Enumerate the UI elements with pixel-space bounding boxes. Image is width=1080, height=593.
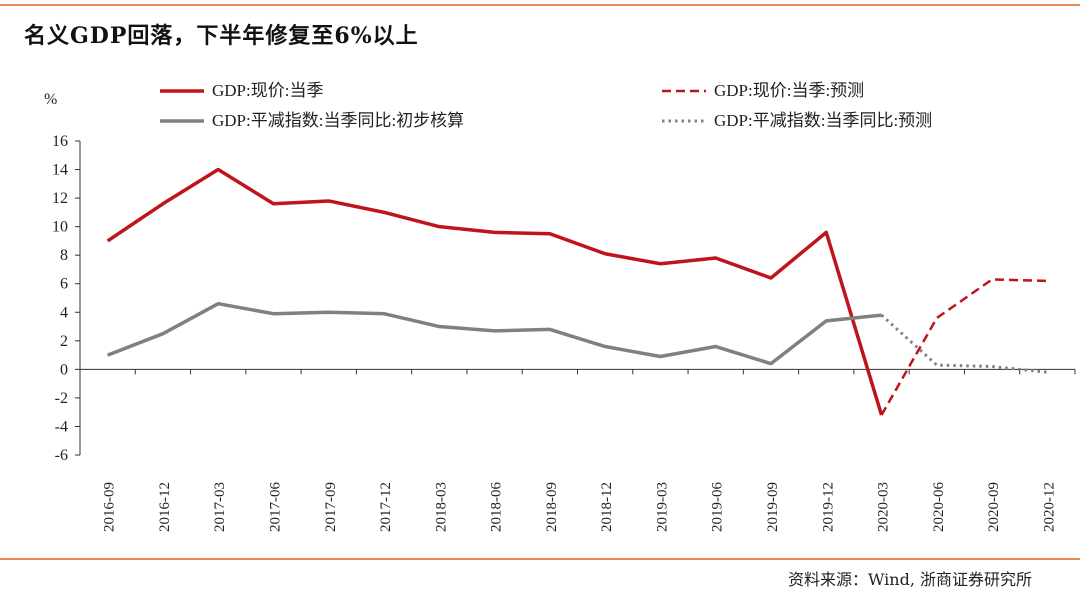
- y-tick-label: -2: [55, 390, 68, 407]
- series-line-3: [107, 301, 882, 366]
- y-tick-label: 6: [60, 276, 68, 293]
- legend-label-4: GDP:平减指数:当季同比:预测: [714, 111, 932, 130]
- series-group: [106, 167, 1048, 416]
- series-line-1: [106, 167, 884, 416]
- x-tick-label: 2018-03: [433, 482, 449, 532]
- x-tick-label: 2017-12: [378, 482, 394, 532]
- x-tick-label: 2018-09: [544, 482, 560, 532]
- x-tick-label: 2017-03: [212, 482, 228, 532]
- y-axis-unit-label: %: [44, 91, 57, 108]
- chart-title: 名义GDP回落，下半年修复至6%以上: [24, 23, 419, 49]
- x-tick-label: 2019-06: [710, 482, 726, 532]
- top-divider: [0, 4, 1080, 6]
- series-line-2: [880, 278, 1048, 416]
- x-tick-label: 2019-03: [654, 482, 670, 532]
- x-tick-label: 2020-03: [876, 482, 892, 532]
- y-tick-label: 14: [52, 162, 68, 179]
- y-tick-label: 10: [52, 219, 68, 236]
- x-tick-label: 2020-12: [1041, 482, 1057, 532]
- x-tick-label: 2019-09: [765, 482, 781, 532]
- x-tick-label: 2019-12: [820, 482, 836, 532]
- y-tick-label: 8: [60, 247, 68, 264]
- y-tick-label: -4: [55, 418, 68, 435]
- y-tick-label: 4: [60, 304, 68, 321]
- x-tick-label: 2020-09: [986, 482, 1002, 532]
- source-note: 资料来源：Wind, 浙商证券研究所: [787, 570, 1032, 589]
- x-tick-label: 2020-06: [931, 482, 947, 532]
- y-axis: % 16 14 12 10 8 6 4 2 0 -2 -4 -6: [44, 91, 81, 464]
- x-tick-label: 2016-09: [102, 482, 118, 532]
- x-tick-label: 2016-12: [157, 482, 173, 532]
- legend-label-1: GDP:现价:当季: [212, 81, 323, 100]
- legend-label-2: GDP:现价:当季:预测: [714, 81, 864, 100]
- y-tick-label: 0: [60, 361, 68, 378]
- y-tick-label: -6: [55, 447, 68, 464]
- legend-label-3: GDP:平减指数:当季同比:初步核算: [212, 111, 464, 130]
- x-tick-label: 2017-09: [323, 482, 339, 532]
- y-tick-label: 12: [52, 190, 68, 207]
- legend: GDP:现价:当季 GDP:现价:当季:预测 GDP:平减指数:当季同比:初步核算 G…: [160, 81, 932, 130]
- x-axis: 2016-09 2016-12 2017-03 2017-06 2017-09 2017-…: [79, 368, 1076, 532]
- x-tick-label: 2018-06: [489, 482, 505, 532]
- y-tick-label: 2: [60, 333, 68, 350]
- series-line-4: [880, 314, 1048, 374]
- y-tick-label: 16: [52, 133, 68, 150]
- bottom-divider: [0, 558, 1080, 560]
- x-tick-label: 2018-12: [599, 482, 615, 532]
- x-tick-label: 2017-06: [267, 482, 283, 532]
